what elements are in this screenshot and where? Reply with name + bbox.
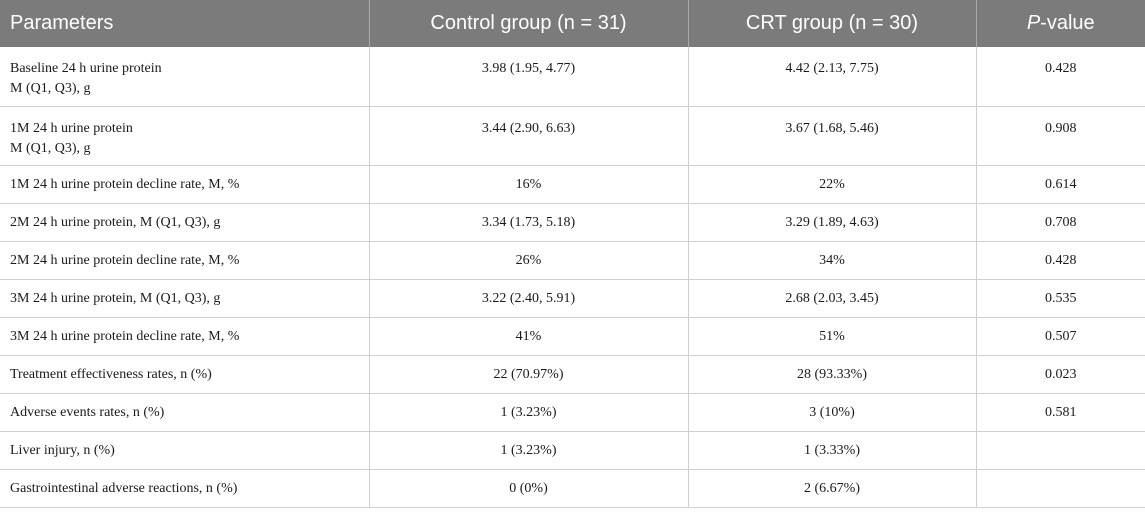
control-value: 41% — [369, 317, 689, 356]
control-value: 3.44 (2.90, 6.63) — [369, 106, 689, 166]
parameter-cell: Treatment effectiveness rates, n (%) — [0, 355, 370, 394]
parameter-cell: 2M 24 h urine protein decline rate, M, % — [0, 241, 370, 280]
table-body: Baseline 24 h urine protein M (Q1, Q3), … — [0, 47, 1145, 508]
crt-value: 28 (93.33%) — [688, 355, 977, 394]
header-control-group: Control group (n = 31) — [369, 0, 689, 47]
table-row: 3M 24 h urine protein, M (Q1, Q3), g 3.2… — [0, 279, 1145, 318]
header-crt-group: CRT group (n = 30) — [688, 0, 977, 47]
table-row: Liver injury, n (%) 1 (3.23%) 1 (3.33%) — [0, 431, 1145, 470]
parameter-cell: Gastrointestinal adverse reactions, n (%… — [0, 469, 370, 508]
parameter-cell: 3M 24 h urine protein, M (Q1, Q3), g — [0, 279, 370, 318]
p-value: 0.581 — [976, 393, 1145, 432]
table-row: 2M 24 h urine protein decline rate, M, %… — [0, 241, 1145, 280]
table-row: Adverse events rates, n (%) 1 (3.23%) 3 … — [0, 393, 1145, 432]
crt-value: 3 (10%) — [688, 393, 977, 432]
table-row: 1M 24 h urine protein M (Q1, Q3), g 3.44… — [0, 106, 1145, 166]
control-value: 22 (70.97%) — [369, 355, 689, 394]
crt-value: 34% — [688, 241, 977, 280]
p-value — [976, 469, 1145, 508]
crt-value: 2.68 (2.03, 3.45) — [688, 279, 977, 318]
header-p-suffix: -value — [1040, 12, 1095, 34]
crt-value: 22% — [688, 165, 977, 204]
parameter-line-1: Baseline 24 h urine protein — [10, 61, 162, 76]
crt-value: 3.67 (1.68, 5.46) — [688, 106, 977, 166]
control-value: 0 (0%) — [369, 469, 689, 508]
p-value: 0.023 — [976, 355, 1145, 394]
table-row: Gastrointestinal adverse reactions, n (%… — [0, 469, 1145, 508]
control-value: 1 (3.23%) — [369, 431, 689, 470]
table-row: 1M 24 h urine protein decline rate, M, %… — [0, 165, 1145, 204]
p-value: 0.708 — [976, 203, 1145, 242]
header-p-italic: P — [1026, 12, 1041, 34]
parameter-line-1: 1M 24 h urine protein — [10, 120, 133, 136]
parameter-cell: 2M 24 h urine protein, M (Q1, Q3), g — [0, 203, 370, 242]
parameter-cell: 3M 24 h urine protein decline rate, M, % — [0, 317, 370, 356]
table-row: Baseline 24 h urine protein M (Q1, Q3), … — [0, 47, 1145, 107]
p-value: 0.614 — [976, 165, 1145, 204]
parameter-cell: Adverse events rates, n (%) — [0, 393, 370, 432]
p-value: 0.507 — [976, 317, 1145, 356]
table-header: Parameters Control group (n = 31) CRT gr… — [0, 0, 1145, 47]
p-value: 0.428 — [976, 47, 1145, 107]
control-value: 3.34 (1.73, 5.18) — [369, 203, 689, 242]
crt-value: 2 (6.67%) — [688, 469, 977, 508]
header-row: Parameters Control group (n = 31) CRT gr… — [0, 0, 1145, 47]
parameter-line-2: M (Q1, Q3), g — [10, 81, 91, 96]
control-value: 26% — [369, 241, 689, 280]
control-value: 1 (3.23%) — [369, 393, 689, 432]
p-value: 0.908 — [976, 106, 1145, 166]
p-value — [976, 431, 1145, 470]
parameter-cell: Liver injury, n (%) — [0, 431, 370, 470]
parameter-line-2: M (Q1, Q3), g — [10, 140, 91, 156]
crt-value: 1 (3.33%) — [688, 431, 977, 470]
parameter-cell: Baseline 24 h urine protein M (Q1, Q3), … — [0, 47, 370, 107]
control-value: 16% — [369, 165, 689, 204]
table-row: Treatment effectiveness rates, n (%) 22 … — [0, 355, 1145, 394]
crt-value: 4.42 (2.13, 7.75) — [688, 47, 977, 107]
parameter-cell: 1M 24 h urine protein M (Q1, Q3), g — [0, 106, 370, 166]
header-parameters: Parameters — [0, 0, 370, 47]
control-value: 3.98 (1.95, 4.77) — [369, 47, 689, 107]
crt-value: 51% — [688, 317, 977, 356]
parameter-cell: 1M 24 h urine protein decline rate, M, % — [0, 165, 370, 204]
p-value: 0.535 — [976, 279, 1145, 318]
table-row: 3M 24 h urine protein decline rate, M, %… — [0, 317, 1145, 356]
p-value: 0.428 — [976, 241, 1145, 280]
crt-value: 3.29 (1.89, 4.63) — [688, 203, 977, 242]
header-p-value: P-value — [976, 0, 1145, 47]
control-value: 3.22 (2.40, 5.91) — [369, 279, 689, 318]
table-row: 2M 24 h urine protein, M (Q1, Q3), g 3.3… — [0, 203, 1145, 242]
